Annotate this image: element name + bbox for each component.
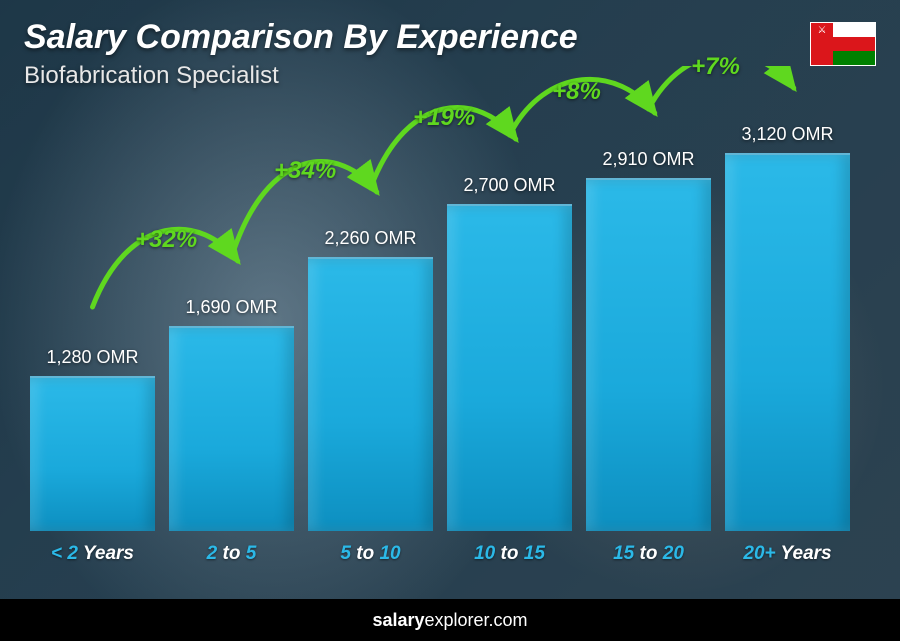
footer-site: salaryexplorer.com bbox=[372, 610, 527, 631]
bar-value-label: 3,120 OMR bbox=[741, 124, 833, 145]
bar bbox=[447, 204, 572, 531]
bar-value-label: 2,260 OMR bbox=[324, 228, 416, 249]
bar-value-label: 2,700 OMR bbox=[463, 175, 555, 196]
flag-emblem-icon: ⚔ bbox=[815, 25, 829, 37]
bar bbox=[725, 153, 850, 531]
increase-label: +8% bbox=[552, 78, 601, 106]
bars-container: 1,280 OMR< 2 Years1,690 OMR2 to 52,260 O… bbox=[30, 101, 850, 531]
chart-subtitle: Biofabrication Specialist bbox=[24, 62, 279, 90]
bar-slot: 2,260 OMR5 to 10 bbox=[308, 228, 433, 531]
bar-value-label: 1,280 OMR bbox=[46, 347, 138, 368]
country-flag-oman: ⚔ bbox=[810, 22, 876, 66]
footer-site-bold: salary bbox=[372, 610, 424, 630]
bar-value-label: 1,690 OMR bbox=[185, 297, 277, 318]
bar-value-label: 2,910 OMR bbox=[602, 149, 694, 170]
chart-title: Salary Comparison By Experience bbox=[24, 18, 578, 57]
infographic-container: Salary Comparison By Experience Biofabri… bbox=[0, 0, 900, 641]
increase-label: +34% bbox=[274, 157, 336, 185]
x-axis-label: 15 to 20 bbox=[613, 543, 684, 565]
bar-slot: 2,700 OMR10 to 15 bbox=[447, 175, 572, 531]
x-axis-label: 5 to 10 bbox=[340, 543, 400, 565]
x-axis-label: 10 to 15 bbox=[474, 543, 545, 565]
footer-site-rest: explorer.com bbox=[425, 610, 528, 630]
chart-area: 1,280 OMR< 2 Years1,690 OMR2 to 52,260 O… bbox=[30, 100, 850, 565]
bar bbox=[169, 326, 294, 531]
bar bbox=[586, 178, 711, 531]
x-axis-label: 20+ Years bbox=[743, 543, 831, 565]
increase-label: +19% bbox=[413, 104, 475, 132]
bar bbox=[308, 257, 433, 531]
increase-label: +32% bbox=[135, 226, 197, 254]
increase-label: +7% bbox=[691, 53, 740, 81]
x-axis-label: 2 to 5 bbox=[207, 543, 257, 565]
bar-slot: 1,280 OMR< 2 Years bbox=[30, 347, 155, 531]
bar-slot: 1,690 OMR2 to 5 bbox=[169, 297, 294, 531]
x-axis-label: < 2 Years bbox=[51, 543, 134, 565]
bar-slot: 2,910 OMR15 to 20 bbox=[586, 149, 711, 531]
bar bbox=[30, 376, 155, 531]
footer-bar: salaryexplorer.com bbox=[0, 599, 900, 641]
bar-slot: 3,120 OMR20+ Years bbox=[725, 124, 850, 531]
